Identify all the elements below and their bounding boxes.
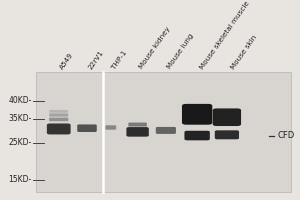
Text: Mouse kidney: Mouse kidney <box>138 26 171 70</box>
FancyBboxPatch shape <box>213 108 241 126</box>
Text: 25KD-: 25KD- <box>9 138 32 147</box>
FancyBboxPatch shape <box>50 110 68 113</box>
FancyBboxPatch shape <box>156 127 176 134</box>
FancyBboxPatch shape <box>182 104 212 125</box>
FancyBboxPatch shape <box>47 123 70 134</box>
Text: 22rV1: 22rV1 <box>87 49 104 70</box>
Text: 40KD-: 40KD- <box>9 96 32 105</box>
Text: Mouse skin: Mouse skin <box>230 34 258 70</box>
Text: A549: A549 <box>59 51 74 70</box>
FancyBboxPatch shape <box>49 113 68 117</box>
FancyBboxPatch shape <box>126 127 149 137</box>
Bar <box>36 72 291 192</box>
Text: CFD: CFD <box>278 131 295 140</box>
FancyBboxPatch shape <box>184 131 210 140</box>
Text: 35KD-: 35KD- <box>9 114 32 123</box>
FancyBboxPatch shape <box>215 130 239 139</box>
FancyBboxPatch shape <box>49 118 68 121</box>
Text: Mouse lung: Mouse lung <box>166 33 195 70</box>
FancyBboxPatch shape <box>128 123 147 127</box>
FancyBboxPatch shape <box>106 125 116 130</box>
Text: 15KD-: 15KD- <box>9 175 32 184</box>
Text: Mouse skeletal muscle: Mouse skeletal muscle <box>199 0 250 70</box>
FancyBboxPatch shape <box>77 124 97 132</box>
Text: THP-1: THP-1 <box>111 49 128 70</box>
